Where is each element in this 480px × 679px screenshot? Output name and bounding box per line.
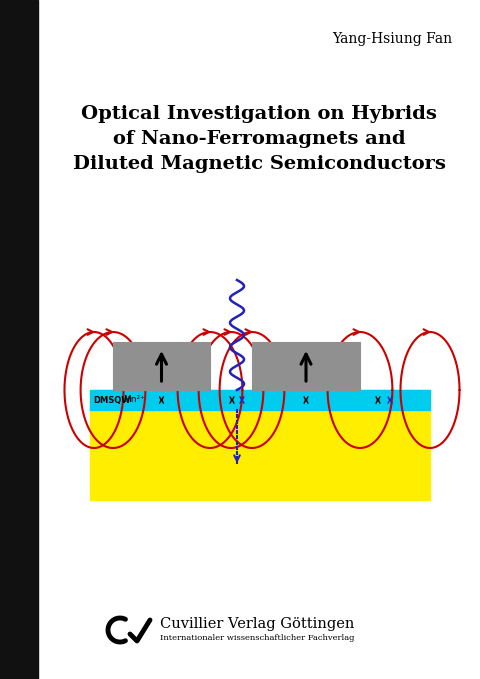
Text: Diluted Magnetic Semiconductors: Diluted Magnetic Semiconductors [72, 155, 445, 173]
Bar [90, 390, 430, 500]
Bar [252, 342, 360, 390]
Text: of Nano-Ferromagnets and: of Nano-Ferromagnets and [113, 130, 405, 148]
Bar [0, 0, 38, 679]
Text: Mn²⁺: Mn²⁺ [123, 395, 145, 405]
Text: Optical Investigation on Hybrids: Optical Investigation on Hybrids [81, 105, 437, 123]
Text: Internationaler wissenschaftlicher Fachverlag: Internationaler wissenschaftlicher Fachv… [160, 634, 355, 642]
Bar [113, 342, 210, 390]
Text: Yang-Hsiung Fan: Yang-Hsiung Fan [332, 32, 452, 46]
Text: Cuvillier Verlag Göttingen: Cuvillier Verlag Göttingen [160, 617, 354, 631]
Text: DMSQW: DMSQW [93, 395, 131, 405]
Bar [90, 390, 430, 410]
